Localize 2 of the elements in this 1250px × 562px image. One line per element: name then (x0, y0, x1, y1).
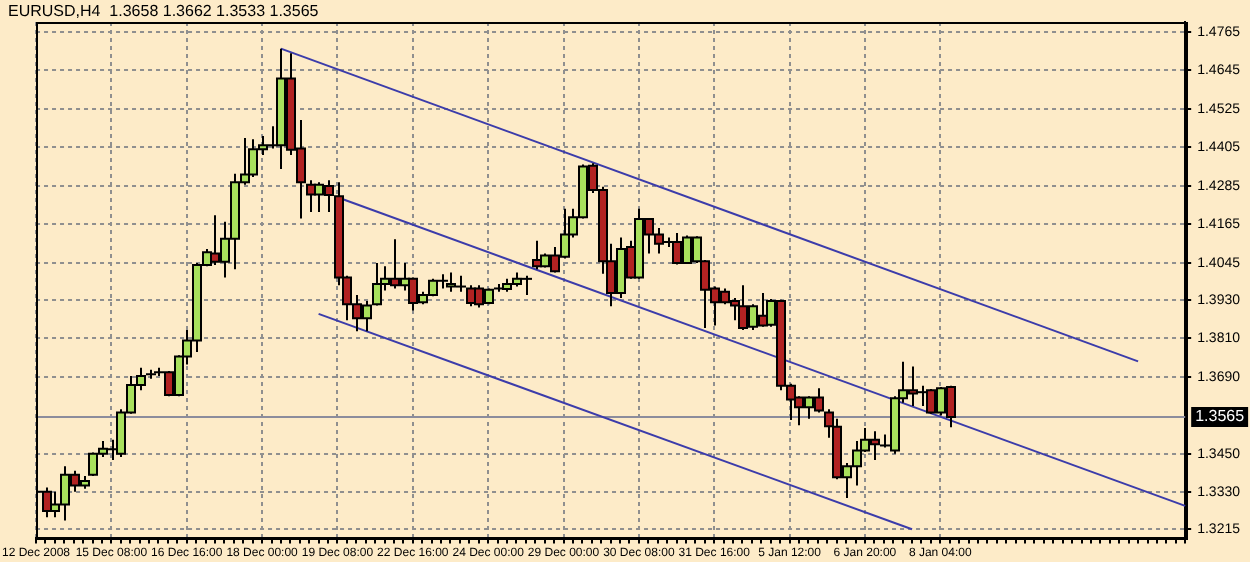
chart-title: EURUSD,H4 1.3658 1.3662 1.3533 1.3565 (8, 2, 319, 20)
ref-line-label: 1.3565 (1195, 407, 1246, 426)
